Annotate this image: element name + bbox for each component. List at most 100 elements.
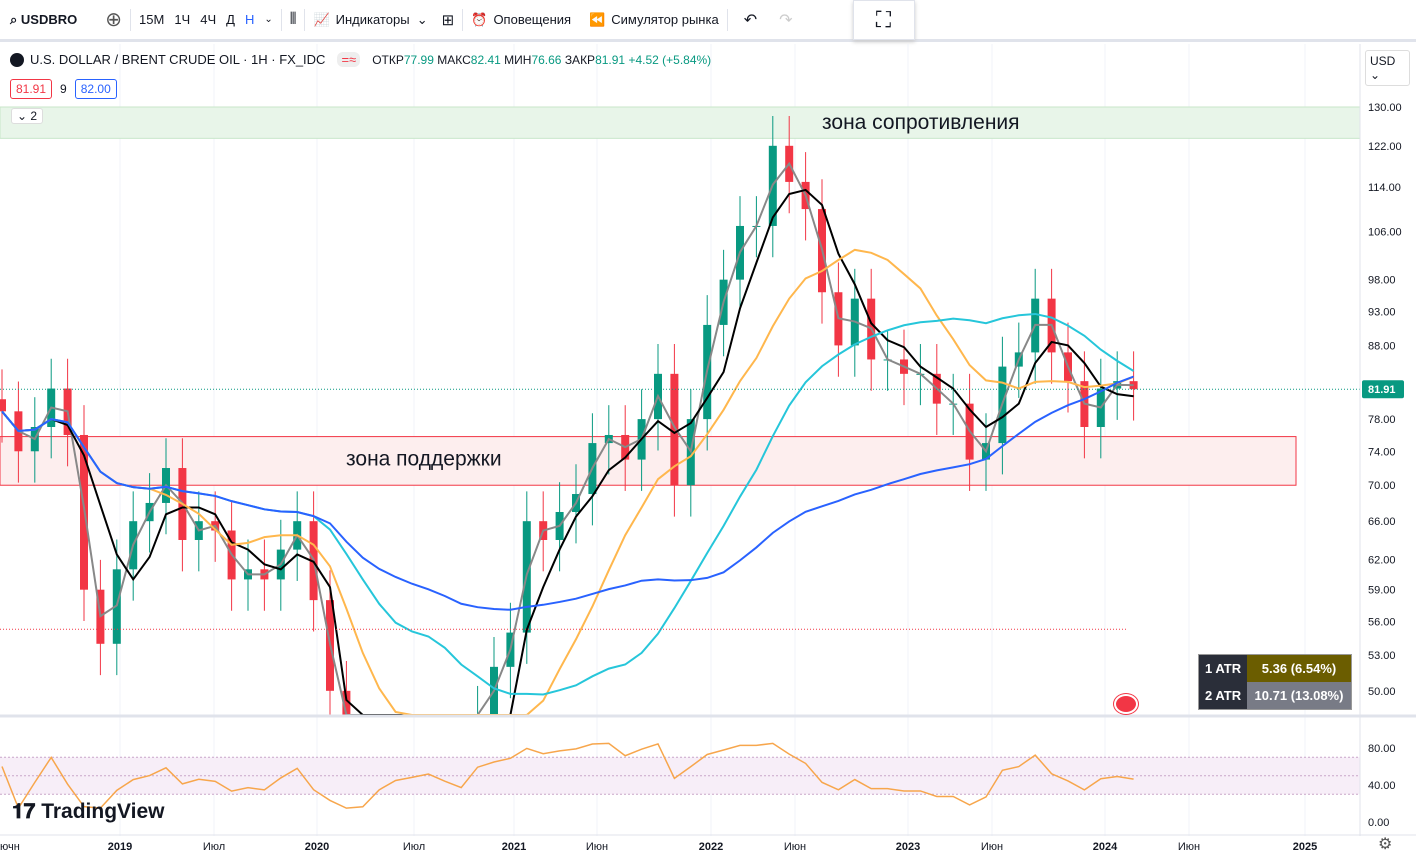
time-tick: Июн <box>784 841 806 853</box>
atr-row-1: 1 ATR 5.36 (6.54%) <box>1199 655 1351 682</box>
time-tick: 2020 <box>305 841 329 853</box>
price-tick: 78.00 <box>1368 414 1396 426</box>
rewind-icon: ⏪ <box>589 11 606 27</box>
symbol-search[interactable]: ⌕ USDBRO <box>10 11 78 28</box>
support-zone <box>0 436 1297 486</box>
price-tick: 70.00 <box>1368 480 1396 492</box>
add-symbol-icon[interactable]: ⊕ <box>105 9 123 31</box>
replay-label: Симулятор рынка <box>611 12 719 27</box>
price-tick: 98.00 <box>1368 275 1396 287</box>
time-tick: Июн <box>586 841 608 853</box>
price-tick: 122.00 <box>1368 141 1402 153</box>
change-value: +4.52 (+5.84%) <box>628 52 712 67</box>
candle <box>0 399 6 412</box>
close-label: ЗАКР <box>564 52 596 67</box>
candles-icon[interactable]: ⫴ <box>289 10 297 28</box>
compare-icon[interactable]: =≈ <box>337 52 361 67</box>
atr-label: 2 ATR <box>1199 682 1247 709</box>
high-label: МАКС <box>437 52 471 67</box>
last-price-badge <box>1362 380 1404 399</box>
time-tick: 2021 <box>502 841 526 853</box>
fullscreen-button[interactable]: ⛶ <box>852 0 915 40</box>
last-price-label: 81.91 <box>1368 384 1396 396</box>
low-label: МИН <box>504 52 532 67</box>
price-tick: 59.00 <box>1368 585 1396 597</box>
support-zone-label: зона поддержки <box>346 448 502 471</box>
buy-button[interactable]: 82.00 <box>74 79 117 99</box>
rsi-tick: 0.00 <box>1368 817 1389 829</box>
redo-icon[interactable]: ↷ <box>779 11 793 29</box>
resistance-zone <box>0 106 1361 139</box>
settings-icon[interactable]: ⚙ <box>1378 836 1393 853</box>
time-tick: 2024 <box>1093 841 1118 853</box>
alarm-icon: ⏰ <box>471 11 488 27</box>
candles <box>0 115 1138 716</box>
currency-select[interactable]: USD ⌄ <box>1365 50 1410 86</box>
rsi-tick: 80.00 <box>1368 743 1396 755</box>
tradingview-logo[interactable]: 𝟏𝟕 TradingView <box>12 800 165 824</box>
moving-average-line <box>1 248 1134 716</box>
time-tick: Июн <box>1178 841 1200 853</box>
open-label: ОТКР <box>372 52 404 67</box>
high-value: 82.41 <box>470 52 501 67</box>
time-tick: Июн <box>981 841 1003 853</box>
sell-button[interactable]: 81.91 <box>10 79 53 99</box>
price-tick: 114.00 <box>1368 182 1401 194</box>
moving-average-line <box>1 375 1134 611</box>
us-flag-icon[interactable] <box>1114 694 1138 714</box>
candle <box>670 373 679 486</box>
alerts-label: Оповещения <box>493 12 572 27</box>
time-tick: ючн <box>0 841 20 853</box>
open-value: 77.99 <box>403 52 434 67</box>
price-tick: 50.00 <box>1368 686 1396 698</box>
interval-4h[interactable]: 4Ч <box>200 12 217 27</box>
price-tick: 93.00 <box>1368 307 1396 319</box>
price-chart[interactable]: зона сопротивления зона поддержки 130.00 12… <box>0 44 1416 861</box>
time-tick: 2019 <box>108 841 132 853</box>
symbol-label: USDBRO <box>20 12 78 27</box>
price-tick: 130.00 <box>1368 102 1402 114</box>
spread: 9 <box>60 82 67 96</box>
atr-table: 1 ATR 5.36 (6.54%) 2 ATR 10.71 (13.08%) <box>1198 654 1352 710</box>
atr-value: 5.36 (6.54%) <box>1247 655 1351 682</box>
price-tick: 62.00 <box>1368 554 1396 566</box>
time-tick: Июл <box>403 841 425 853</box>
moving-average-line <box>1 188 1134 716</box>
rsi-tick: 40.00 <box>1368 780 1396 792</box>
close-value: 81.91 <box>595 52 626 67</box>
chart-legend: U.S. DOLLAR / BRENT CRUDE OIL · 1Н · FX_… <box>10 52 711 67</box>
legend-title: U.S. DOLLAR / BRENT CRUDE OIL · 1Н · FX_… <box>30 52 326 67</box>
time-tick: 2025 <box>1293 841 1317 853</box>
atr-value: 10.71 (13.08%) <box>1247 682 1351 709</box>
indicators-label: Индикаторы <box>335 12 410 27</box>
interval-day[interactable]: Д <box>226 12 235 27</box>
atr-label: 1 ATR <box>1199 655 1247 682</box>
undo-icon[interactable]: ↶ <box>743 11 758 29</box>
candle <box>1129 381 1138 390</box>
price-tick: 66.00 <box>1368 516 1396 528</box>
chevron-down-icon[interactable]: ⌄ <box>264 14 273 25</box>
alerts-button[interactable]: ⏰ Оповещения <box>471 12 571 28</box>
moving-average-line <box>1 161 1134 716</box>
price-tick: 88.00 <box>1368 340 1396 352</box>
rsi-line <box>1 742 1134 810</box>
collapse-indicators-button[interactable]: ⌄ 2 <box>11 108 44 124</box>
brand-label: TradingView <box>41 800 165 823</box>
resistance-zone-label: зона сопротивления <box>822 111 1020 134</box>
price-tick: 56.00 <box>1368 617 1396 629</box>
price-tick: 53.00 <box>1368 650 1396 662</box>
indicators-button[interactable]: 📈 Индикаторы ⌄ <box>313 11 428 28</box>
indicator-count: 2 <box>30 109 38 123</box>
time-tick: 2023 <box>896 841 920 853</box>
replay-button[interactable]: ⏪ Симулятор рынка <box>589 12 719 28</box>
interval-15m[interactable]: 15М <box>139 12 165 27</box>
bid-ask: 81.91 9 82.00 <box>10 79 117 99</box>
price-tick: 106.00 <box>1368 227 1402 239</box>
currency-label: USD <box>1370 54 1396 68</box>
layouts-icon[interactable]: ⊞ <box>441 11 455 29</box>
time-tick: Июл <box>203 841 225 853</box>
interval-1h[interactable]: 1Ч <box>174 12 191 27</box>
symbol-logo-icon <box>10 52 24 67</box>
moving-average-line <box>1 312 1135 696</box>
interval-week[interactable]: Н <box>244 12 255 27</box>
